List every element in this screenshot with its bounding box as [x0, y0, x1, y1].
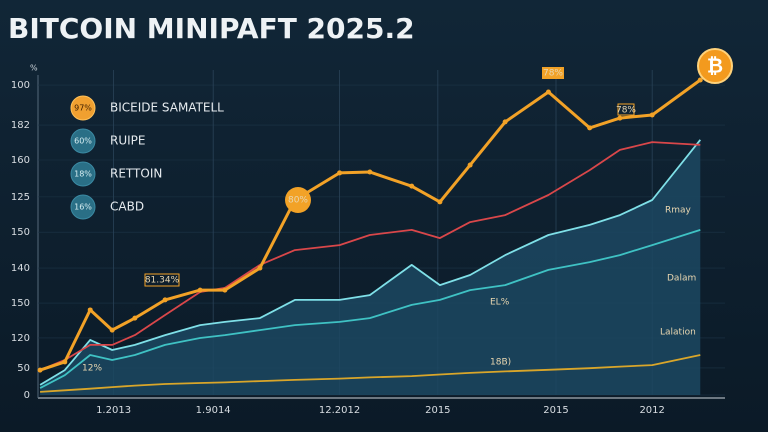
y-tick-label: 160 — [11, 155, 30, 166]
series-point — [197, 287, 203, 293]
series-line — [40, 354, 701, 393]
x-tick-label: 12.2012 — [319, 405, 360, 416]
legend-badge-text: 97% — [74, 104, 92, 113]
annotation: 18B) — [490, 358, 511, 368]
legend-badge — [70, 128, 96, 154]
series-point — [467, 162, 473, 168]
legend-badge — [70, 194, 96, 220]
bitcoin-logo — [697, 48, 733, 84]
legend-label: RETTOIN — [110, 167, 162, 181]
legend-badge-text: 60% — [74, 137, 92, 146]
legend-badge — [70, 95, 96, 121]
y-tick-label: 50 — [17, 363, 30, 374]
series-point — [257, 265, 263, 271]
annotation: Dalam — [667, 274, 696, 284]
series-line — [39, 139, 702, 386]
bitcoin-symbol: ₿ — [707, 54, 723, 78]
annotation-bubble — [285, 187, 311, 213]
y-tick-label: 150 — [11, 227, 30, 238]
x-tick-label: 1.2013 — [96, 405, 131, 416]
annotation: Rmay — [665, 206, 692, 216]
series-point — [409, 183, 415, 189]
legend-badge-text: 18% — [74, 170, 92, 179]
legend-label: RUIPE — [110, 134, 145, 148]
legend-badge-text: 16% — [74, 203, 92, 212]
y-tick-label: 0 — [24, 390, 30, 401]
y-tick-label: 182 — [11, 120, 30, 131]
annotation-box — [617, 103, 635, 116]
series-point — [545, 89, 551, 95]
series-point — [87, 307, 93, 313]
series-point — [367, 169, 373, 175]
y-tick-label: 140 — [11, 263, 30, 274]
series-point — [337, 170, 343, 176]
series-point — [617, 115, 623, 121]
y-unit: % — [30, 64, 38, 73]
annotation: Lalation — [660, 328, 696, 338]
y-tick-label: 120 — [11, 333, 30, 344]
series-point — [62, 359, 68, 365]
series-point — [37, 367, 43, 373]
annotation: 81.34% — [145, 276, 180, 286]
annotation-box — [144, 273, 180, 287]
annotation-box — [542, 67, 564, 79]
series-point — [162, 297, 168, 303]
legend-label: BICEIDE SAMATELL — [110, 101, 224, 115]
series-area — [40, 139, 701, 395]
series-point — [697, 77, 703, 83]
series-point — [222, 287, 228, 293]
y-tick-label: 100 — [11, 80, 30, 91]
x-tick-label: 2012 — [639, 405, 664, 416]
series-point — [109, 327, 115, 333]
annotation: 80% — [288, 196, 308, 206]
x-tick-label: 2015 — [543, 405, 568, 416]
series-point — [502, 119, 508, 125]
chart-title: BITCOIN MINIPAFT 2025.2 — [8, 12, 415, 45]
series-point — [132, 315, 138, 321]
y-tick-label: 125 — [11, 192, 30, 203]
series-line — [39, 229, 701, 389]
y-tick-label: 150 — [11, 298, 30, 309]
series-line — [39, 141, 701, 371]
legend-label: CABD — [110, 200, 144, 214]
x-tick-label: 2015 — [425, 405, 450, 416]
series-point — [437, 199, 443, 205]
x-tick-label: 1.9014 — [196, 405, 231, 416]
legend-badge — [70, 161, 96, 187]
series-point — [649, 112, 655, 118]
series-point — [587, 125, 593, 131]
annotation: 78% — [616, 106, 636, 116]
annotation: EL% — [490, 298, 510, 308]
annotation: 12% — [82, 364, 102, 374]
annotation: 78% — [543, 69, 563, 79]
